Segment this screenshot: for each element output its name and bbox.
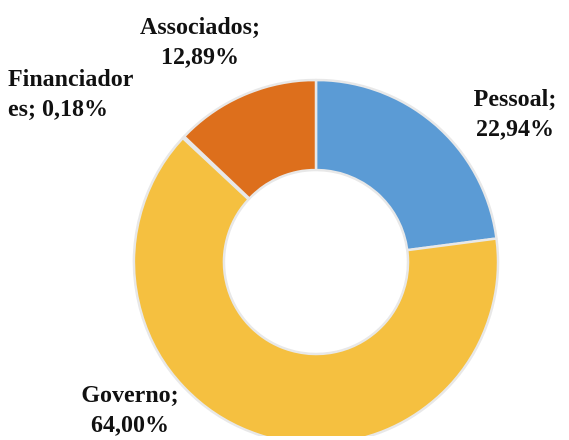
- donut-slice: [314, 78, 498, 252]
- value-label: 22,94%: [476, 116, 554, 142]
- category-label: Pessoal;: [473, 86, 557, 112]
- value-label: 64,00%: [91, 412, 169, 438]
- data-label: Financiadores; 0,18%: [8, 64, 140, 124]
- value-label: 12,89%: [161, 44, 239, 70]
- data-label: Pessoal; 22,94%: [460, 84, 569, 144]
- donut-slice: [182, 78, 318, 200]
- data-label: Associados; 12,89%: [125, 12, 275, 72]
- donut-slice: [132, 136, 500, 436]
- category-label: Associados;: [139, 14, 260, 40]
- category-label: Financiadores;: [8, 66, 134, 122]
- value-label: 0,18%: [41, 96, 108, 122]
- data-label: Governo; 64,00%: [60, 380, 200, 440]
- category-label: Governo;: [81, 382, 179, 408]
